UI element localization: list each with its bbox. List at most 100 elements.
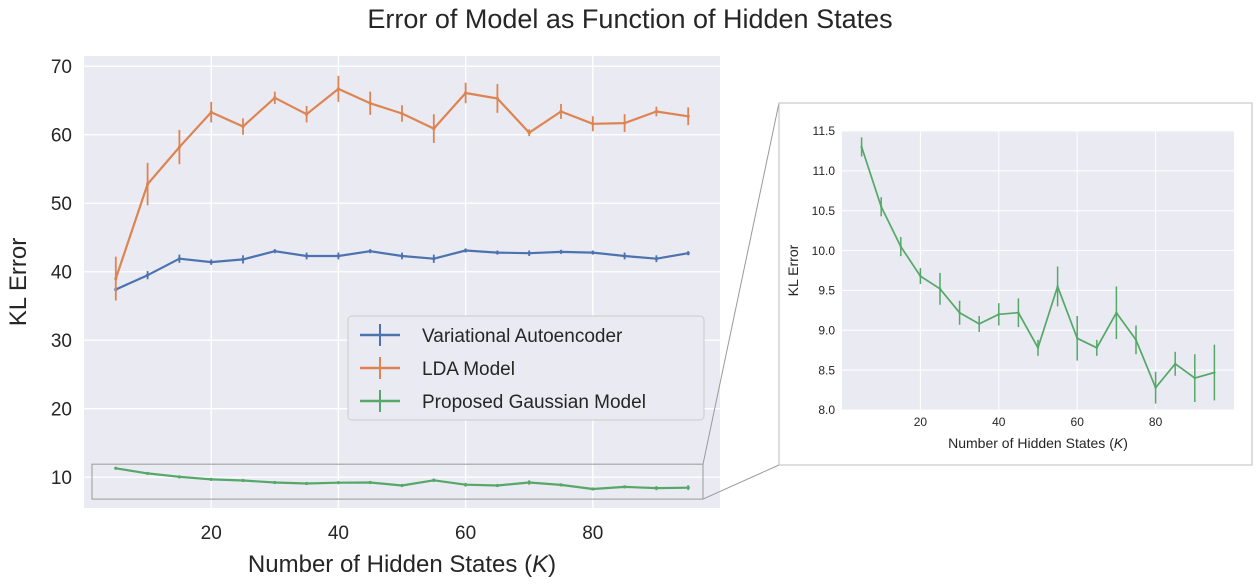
x-axis-label-text: Number of Hidden States ( bbox=[948, 435, 1114, 451]
legend-box bbox=[347, 315, 705, 421]
inset-proposed-gaussian-model-point bbox=[1095, 346, 1099, 350]
x-axis-label-suffix: ) bbox=[548, 551, 556, 578]
inset-proposed-gaussian-model-point bbox=[997, 313, 1000, 316]
variational-autoencoder-point bbox=[495, 250, 499, 255]
y-tick-label: 70 bbox=[51, 57, 72, 78]
lda-model-point bbox=[241, 124, 245, 129]
inset-proposed-gaussian-model-point bbox=[1036, 346, 1040, 350]
lda-model-point bbox=[432, 126, 436, 131]
variational-autoencoder-point bbox=[686, 251, 690, 255]
zoom-connector-line bbox=[702, 102, 780, 465]
proposed-gaussian-model-point bbox=[368, 480, 372, 485]
variational-autoencoder-point bbox=[209, 260, 213, 264]
x-tick-label: 40 bbox=[328, 523, 349, 544]
chart-title: Error of Model as Function of Hidden Sta… bbox=[367, 4, 893, 34]
x-tick-label: 40 bbox=[992, 415, 1006, 429]
proposed-gaussian-model-point bbox=[495, 483, 499, 488]
lda-model-point bbox=[146, 182, 150, 186]
lda-model-point bbox=[400, 111, 404, 116]
variational-autoencoder-point bbox=[177, 257, 181, 261]
inset-proposed-gaussian-model-point bbox=[1134, 338, 1138, 342]
lda-model-point bbox=[305, 112, 309, 116]
y-tick-label: 8.0 bbox=[818, 403, 835, 417]
y-tick-label: 10.0 bbox=[812, 244, 836, 258]
inset-proposed-gaussian-model-point bbox=[1017, 311, 1020, 314]
y-tick-label: 8.5 bbox=[818, 363, 835, 377]
inset-proposed-gaussian-model-point bbox=[880, 205, 883, 208]
proposed-gaussian-model-point bbox=[336, 481, 340, 485]
lda-model-point bbox=[336, 87, 340, 91]
y-tick-label: 11.0 bbox=[813, 164, 836, 178]
lda-model-point bbox=[623, 121, 627, 125]
x-tick-label: 20 bbox=[914, 415, 928, 429]
lda-model-point bbox=[654, 109, 659, 114]
y-axis-label: KL Error bbox=[5, 238, 32, 326]
lda-model-point bbox=[686, 114, 690, 118]
variational-autoencoder-point bbox=[368, 249, 372, 253]
lda-model-point bbox=[209, 110, 213, 114]
legend-label: Proposed Gaussian Model bbox=[422, 392, 646, 413]
x-axis-label: Number of Hidden States (K) bbox=[248, 551, 556, 578]
legend-label: LDA Model bbox=[422, 359, 515, 380]
legend-label: Variational Autoencoder bbox=[422, 326, 623, 347]
x-tick-label: 60 bbox=[1071, 415, 1085, 429]
proposed-gaussian-model-point bbox=[654, 486, 659, 490]
lda-model-point bbox=[495, 96, 499, 101]
proposed-gaussian-model-point bbox=[464, 483, 468, 487]
y-tick-label: 30 bbox=[51, 331, 72, 352]
proposed-gaussian-model-point bbox=[591, 487, 595, 491]
y-tick-label: 20 bbox=[51, 399, 72, 420]
lda-model-point bbox=[114, 276, 118, 281]
inset-proposed-gaussian-model-point bbox=[1213, 371, 1216, 374]
x-axis-label-suffix: ) bbox=[1123, 435, 1128, 451]
proposed-gaussian-model-point bbox=[273, 480, 277, 485]
variational-autoencoder-point bbox=[241, 257, 245, 261]
proposed-gaussian-model-point bbox=[177, 475, 181, 479]
lda-model-point bbox=[368, 101, 372, 105]
lda-model-point bbox=[273, 96, 277, 100]
y-tick-label: 50 bbox=[51, 194, 72, 215]
proposed-gaussian-model-point bbox=[559, 483, 563, 487]
inset-proposed-gaussian-model-point bbox=[1115, 311, 1118, 314]
inset-proposed-gaussian-model-point bbox=[958, 311, 961, 314]
plot-background bbox=[84, 56, 720, 508]
inset-proposed-gaussian-model-point bbox=[938, 287, 942, 291]
y-tick-label: 10.5 bbox=[812, 204, 836, 218]
proposed-gaussian-model-point bbox=[146, 471, 150, 476]
variational-autoencoder-point bbox=[464, 248, 468, 253]
main-plot: 20 40 60 80 10 20 30 40 50 60 70 Number of Hidden S… bbox=[5, 56, 720, 578]
variational-autoencoder-point bbox=[559, 250, 563, 254]
variational-autoencoder-point bbox=[591, 250, 595, 255]
zoom-connectors bbox=[702, 102, 780, 500]
inset-proposed-gaussian-model-point bbox=[1154, 386, 1157, 389]
proposed-gaussian-model-point bbox=[527, 480, 531, 485]
y-tick-label: 11.5 bbox=[813, 124, 836, 138]
legend: Variational Autoencoder LDA Model Proposed… bbox=[347, 315, 705, 421]
variational-autoencoder-point bbox=[623, 254, 627, 258]
x-tick-label: 60 bbox=[455, 523, 476, 544]
inset-proposed-gaussian-model-point bbox=[978, 322, 981, 326]
inset-proposed-gaussian-model-point bbox=[899, 245, 902, 248]
variational-autoencoder-point bbox=[527, 251, 531, 255]
lda-model-point bbox=[591, 122, 595, 126]
variational-autoencoder-point bbox=[273, 249, 277, 253]
x-tick-label: 80 bbox=[582, 523, 603, 544]
variational-autoencoder-point bbox=[654, 257, 659, 261]
inset-proposed-gaussian-model-point bbox=[1193, 376, 1197, 380]
proposed-gaussian-model-point bbox=[305, 481, 309, 486]
inset-proposed-gaussian-model-point bbox=[919, 274, 922, 278]
zoom-connector-line bbox=[702, 464, 780, 500]
x-axis-label-text: Number of Hidden States ( bbox=[248, 551, 532, 578]
variational-autoencoder-point bbox=[146, 273, 150, 277]
proposed-gaussian-model-point bbox=[400, 483, 404, 488]
lda-model-point bbox=[559, 109, 563, 114]
lda-model-point bbox=[527, 131, 531, 135]
x-axis-label-variable: K bbox=[1114, 435, 1124, 451]
y-tick-label: 60 bbox=[51, 125, 72, 146]
variational-autoencoder-point bbox=[432, 257, 436, 261]
lda-model-point bbox=[177, 145, 181, 149]
inset-proposed-gaussian-model-point bbox=[860, 145, 863, 149]
proposed-gaussian-model-point bbox=[209, 477, 213, 481]
